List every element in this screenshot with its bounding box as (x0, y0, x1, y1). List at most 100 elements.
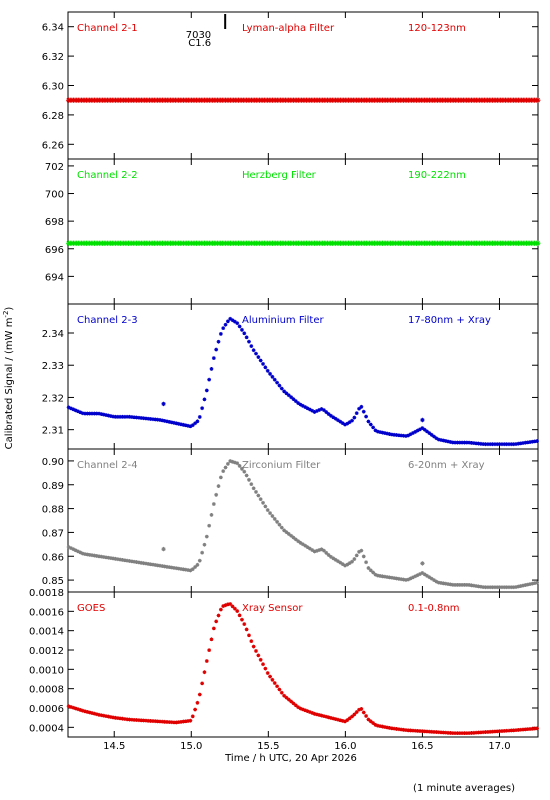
data-point (392, 432, 397, 437)
data-point (118, 716, 123, 721)
data-point (83, 411, 87, 416)
data-point (415, 728, 420, 733)
data-point (471, 730, 476, 735)
data-point (92, 553, 97, 558)
data-point (439, 438, 443, 442)
data-point (352, 712, 357, 717)
y-tick-label: 0.0016 (29, 607, 64, 618)
data-point (275, 684, 279, 689)
data-point (338, 419, 343, 424)
data-point (523, 440, 528, 445)
y-tick-label: 0.87 (42, 528, 64, 539)
data-point (160, 564, 165, 568)
data-point (167, 720, 172, 724)
data-point (375, 723, 380, 728)
data-point (165, 564, 169, 569)
data-point (256, 355, 261, 359)
data-point (268, 511, 272, 516)
data-point (394, 727, 399, 731)
data-point (233, 606, 237, 611)
data-point (230, 604, 235, 609)
data-point (354, 553, 359, 558)
data-point (160, 719, 165, 724)
filter-label: Zirconium Filter (242, 460, 321, 471)
data-point (272, 681, 277, 685)
data-point (368, 568, 373, 573)
flare-id-label: 7030 (186, 30, 211, 41)
y-tick-label: 0.0008 (29, 685, 64, 696)
band-label: 17-80nm + Xray (408, 315, 491, 326)
data-point (366, 717, 371, 722)
y-tick-label: 0.89 (42, 481, 64, 492)
data-point (92, 711, 97, 716)
data-point (108, 556, 113, 560)
data-point (317, 548, 322, 552)
data-point (197, 692, 202, 697)
data-point (228, 602, 233, 606)
data-point (509, 585, 514, 590)
data-point (90, 411, 94, 416)
data-point (357, 707, 361, 712)
data-point (284, 695, 289, 700)
y-tick-label: 698 (45, 217, 64, 228)
data-point (151, 719, 155, 723)
data-point (69, 406, 73, 411)
data-point (111, 556, 116, 561)
data-point (148, 417, 153, 421)
data-point (256, 653, 261, 658)
data-point (230, 318, 235, 323)
data-point (411, 575, 415, 580)
data-point (80, 551, 85, 556)
data-point (336, 559, 340, 564)
data-point (162, 564, 167, 569)
data-point (120, 558, 125, 562)
data-point (214, 492, 219, 497)
data-point (532, 726, 537, 731)
x-tick-label: 15.5 (257, 741, 279, 752)
data-point (296, 401, 301, 405)
data-point (162, 719, 167, 724)
data-point (214, 347, 219, 352)
data-point (528, 440, 532, 444)
data-point (296, 705, 301, 710)
data-point (261, 662, 265, 667)
data-point (485, 442, 490, 447)
data-point (277, 522, 282, 527)
data-point (193, 707, 197, 712)
data-point (129, 717, 134, 722)
data-point (490, 729, 495, 734)
data-point (378, 574, 383, 578)
data-point (293, 399, 298, 404)
data-point (396, 576, 401, 581)
data-point (214, 619, 219, 624)
data-point (439, 581, 443, 585)
data-point (277, 687, 282, 692)
data-point (333, 717, 338, 721)
data-point (293, 537, 298, 542)
data-point (382, 574, 387, 579)
data-point (429, 576, 434, 581)
data-point (457, 440, 462, 445)
data-point (432, 578, 436, 583)
data-point (371, 425, 376, 430)
data-point (73, 706, 78, 711)
data-point (200, 406, 205, 411)
data-point (303, 543, 308, 548)
data-point (443, 581, 448, 586)
data-point (343, 422, 347, 427)
data-point (481, 442, 486, 446)
data-point (176, 720, 181, 725)
data-point (249, 639, 254, 644)
data-point (371, 721, 376, 725)
data-point (307, 546, 312, 551)
data-point (514, 585, 518, 589)
y-axis-label: Calibrated Signal / (mW m-2) (2, 307, 15, 450)
data-point (502, 728, 507, 733)
data-point (396, 727, 401, 732)
data-point (298, 402, 303, 407)
data-point (493, 442, 497, 447)
y-tick-label: 0.88 (42, 505, 64, 516)
data-point (188, 568, 193, 573)
data-point (490, 585, 495, 590)
data-point (401, 577, 406, 582)
